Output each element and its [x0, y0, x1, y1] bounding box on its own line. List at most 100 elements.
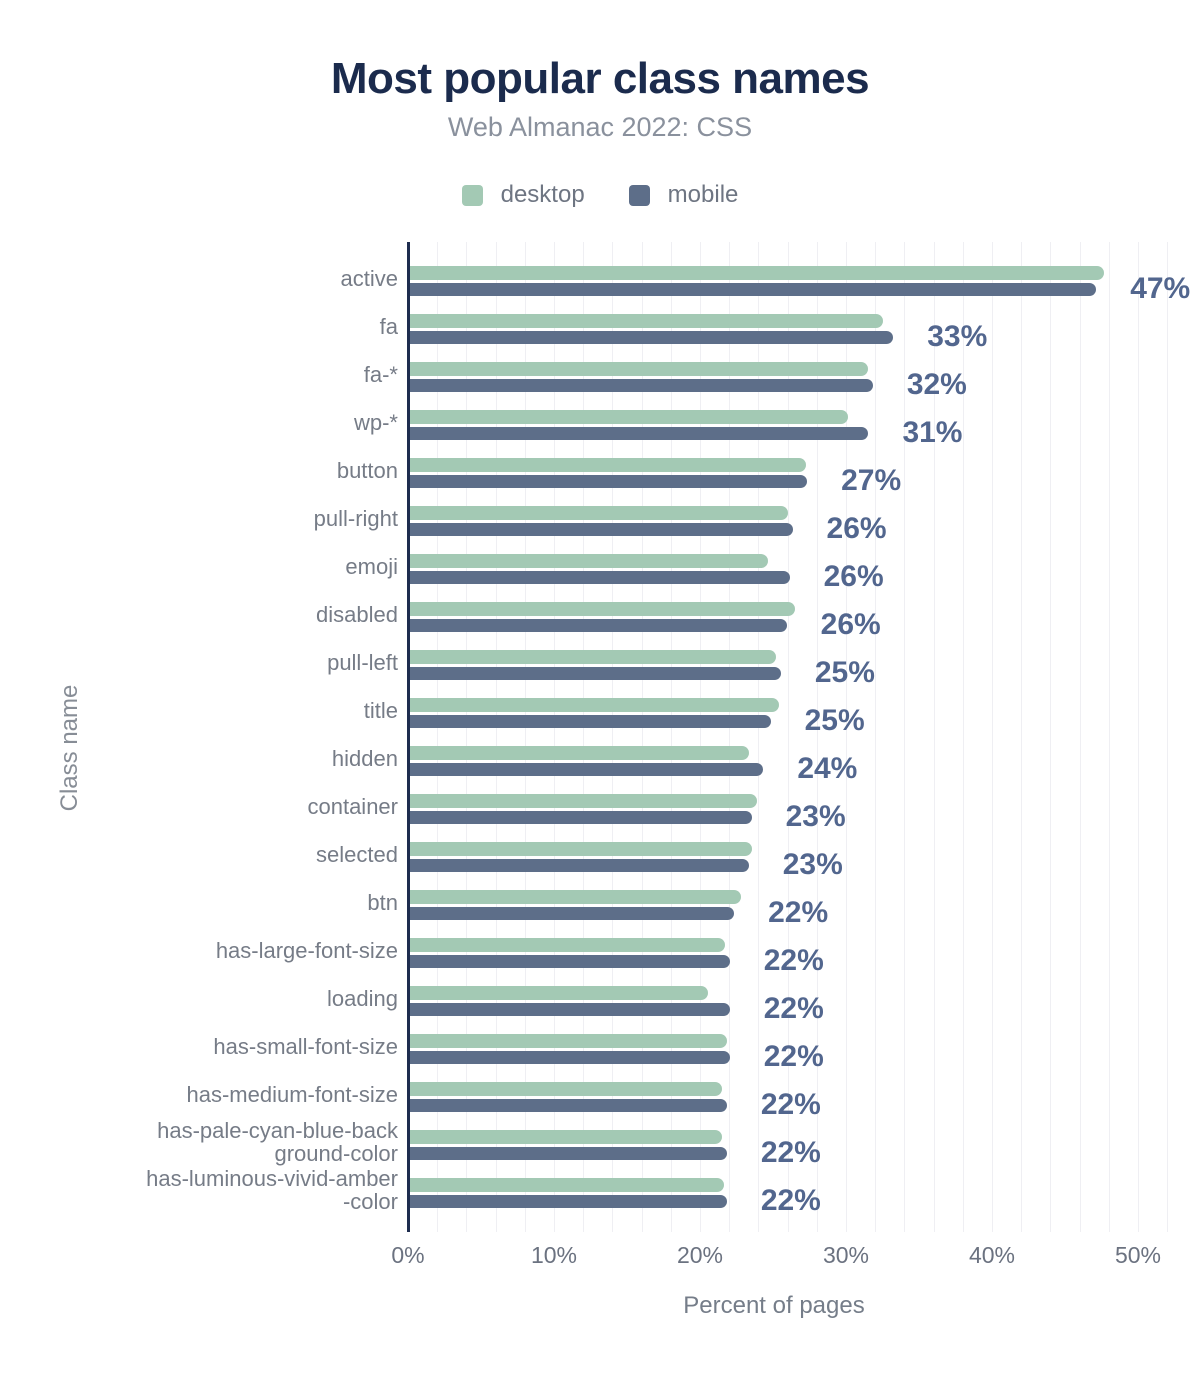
bar-mobile-has-pale-cyan-blue-background-color	[410, 1146, 727, 1160]
value-label-pull-left: 25%	[814, 656, 875, 689]
category-label-disabled: disabled	[316, 601, 398, 627]
bar-desktop-title	[410, 698, 780, 712]
value-label-selected: 23%	[782, 848, 843, 881]
legend-label-desktop: desktop	[500, 181, 585, 208]
bar-mobile-title	[410, 714, 771, 728]
value-label-pull-right: 26%	[826, 512, 887, 545]
legend-label-mobile: mobile	[667, 181, 739, 208]
bar-mobile-button	[410, 474, 808, 488]
value-label-btn: 22%	[768, 896, 829, 929]
bar-desktop-wp	[410, 410, 848, 424]
gridline-38pct	[962, 242, 964, 1232]
category-label-has-pale-cyan-blue-background-color: has-pale-cyan-blue-back ground-color	[157, 1118, 398, 1166]
bar-mobile-wp	[410, 426, 869, 440]
value-label-button: 27%	[841, 464, 902, 497]
gridline-2pct	[437, 242, 439, 1232]
category-label-has-small-font-size: has-small-font-size	[213, 1033, 398, 1059]
bar-mobile-has-luminous-vivid-amber-color	[410, 1194, 727, 1208]
bar-mobile-emoji	[410, 570, 790, 584]
bar-mobile-has-large-font-size	[410, 954, 730, 968]
category-label-emoji: emoji	[345, 553, 398, 579]
gridline-16pct	[641, 242, 643, 1232]
mobile-swatch-icon	[628, 184, 650, 206]
value-label-loading: 22%	[763, 992, 824, 1025]
bar-desktop-pull-right	[410, 506, 789, 520]
value-label-emoji: 26%	[823, 560, 884, 593]
bar-mobile-has-medium-font-size	[410, 1098, 727, 1112]
gridline-24pct	[758, 242, 760, 1232]
gridline-46pct	[1079, 242, 1081, 1232]
value-label-hidden: 24%	[797, 752, 858, 785]
category-label-selected: selected	[316, 841, 398, 867]
x-axis-title: Percent of pages	[683, 1292, 865, 1319]
x-tick-0pct: 0%	[391, 1242, 425, 1268]
bar-mobile-active	[410, 282, 1097, 296]
value-label-disabled: 26%	[820, 608, 881, 641]
x-tick-50pct: 50%	[1114, 1242, 1162, 1268]
legend: desktop mobile	[0, 181, 1200, 209]
bar-desktop-loading	[410, 986, 708, 1000]
plot-area: active 47% fa 33% fa-* 32% wp-* 31% button 27% pul…	[146, 242, 1190, 1268]
category-label-title: title	[363, 697, 398, 723]
bar-desktop-button	[410, 458, 806, 472]
gridline-20pct	[700, 242, 701, 1232]
bar-desktop-has-luminous-vivid-amber-color	[410, 1178, 724, 1192]
value-label-fa: 32%	[906, 368, 967, 401]
value-label-has-medium-font-size: 22%	[760, 1088, 821, 1121]
bar-desktop-hidden	[410, 746, 749, 760]
y-axis-line	[407, 242, 410, 1232]
gridline-22pct	[729, 242, 731, 1232]
category-label-has-medium-font-size: has-medium-font-size	[186, 1081, 398, 1107]
gridline-48pct	[1108, 242, 1110, 1232]
category-label-loading: loading	[327, 985, 398, 1011]
gridline-44pct	[1050, 242, 1052, 1232]
category-label-has-large-font-size: has-large-font-size	[215, 937, 398, 963]
gridline-14pct	[612, 242, 614, 1232]
gridline-52pct	[1167, 242, 1169, 1232]
value-label-wp: 31%	[902, 416, 963, 449]
value-label-has-large-font-size: 22%	[763, 944, 824, 977]
bar-mobile-pull-right	[410, 522, 793, 536]
bar-mobile-disabled	[410, 618, 787, 632]
desktop-swatch-icon	[461, 184, 483, 206]
legend-item-mobile: mobile	[628, 181, 739, 209]
bar-mobile-container	[410, 810, 752, 824]
category-label-active: active	[340, 265, 398, 291]
bar-mobile-btn	[410, 906, 735, 920]
bar-desktop-has-small-font-size	[410, 1034, 727, 1048]
bar-desktop-fa	[410, 314, 884, 328]
bar-desktop-disabled	[410, 602, 796, 616]
gridline-18pct	[670, 242, 672, 1232]
x-tick-20pct: 20%	[676, 1242, 724, 1268]
gridline-36pct	[933, 242, 935, 1232]
gridline-6pct	[495, 242, 497, 1232]
gridline-50pct	[1138, 242, 1139, 1232]
bar-mobile-pull-left	[410, 666, 781, 680]
bar-mobile-hidden	[410, 762, 764, 776]
bar-mobile-fa	[410, 378, 873, 392]
bar-mobile-loading	[410, 1002, 730, 1016]
gridline-30pct	[846, 242, 847, 1232]
bar-desktop-fa	[410, 362, 869, 376]
gridline-8pct	[524, 242, 526, 1232]
category-label-btn: btn	[367, 889, 398, 915]
bar-desktop-has-pale-cyan-blue-background-color	[410, 1130, 723, 1144]
category-label-wp: wp-*	[353, 409, 398, 435]
category-label-button: button	[336, 457, 398, 483]
bar-mobile-fa	[410, 330, 894, 344]
category-label-has-luminous-vivid-amber-color: has-luminous-vivid-amber -color	[146, 1166, 398, 1214]
gridline-12pct	[583, 242, 585, 1232]
category-label-fa: fa	[379, 313, 398, 339]
value-label-container: 23%	[785, 800, 846, 833]
bar-mobile-has-small-font-size	[410, 1050, 730, 1064]
category-label-container: container	[307, 793, 398, 819]
x-tick-30pct: 30%	[822, 1242, 870, 1268]
chart-title: Most popular class names	[330, 54, 870, 103]
gridline-42pct	[1021, 242, 1023, 1232]
bar-desktop-active	[410, 266, 1104, 280]
legend-item-desktop: desktop	[461, 181, 585, 209]
value-label-has-luminous-vivid-amber-color: 22%	[760, 1184, 821, 1217]
category-label-fa: fa-*	[363, 361, 398, 387]
category-label-pull-right: pull-right	[313, 505, 398, 531]
